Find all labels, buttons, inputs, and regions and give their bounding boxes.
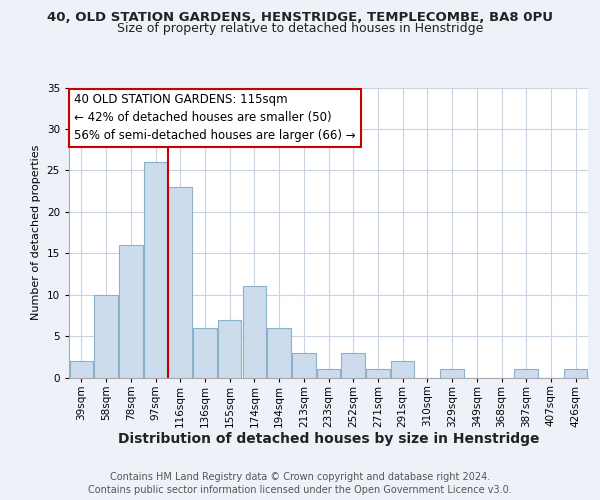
Text: Distribution of detached houses by size in Henstridge: Distribution of detached houses by size … xyxy=(118,432,539,446)
Bar xyxy=(391,361,415,378)
Text: 40, OLD STATION GARDENS, HENSTRIDGE, TEMPLECOMBE, BA8 0PU: 40, OLD STATION GARDENS, HENSTRIDGE, TEM… xyxy=(47,11,553,24)
Bar xyxy=(70,361,93,378)
Bar xyxy=(94,294,118,378)
Bar xyxy=(218,320,241,378)
Bar xyxy=(268,328,291,378)
Bar xyxy=(292,352,316,378)
Bar xyxy=(514,369,538,378)
Text: 40 OLD STATION GARDENS: 115sqm
← 42% of detached houses are smaller (50)
56% of : 40 OLD STATION GARDENS: 115sqm ← 42% of … xyxy=(74,94,356,142)
Text: Size of property relative to detached houses in Henstridge: Size of property relative to detached ho… xyxy=(117,22,483,35)
Bar xyxy=(564,369,587,378)
Bar xyxy=(119,245,143,378)
Bar xyxy=(242,286,266,378)
Bar xyxy=(440,369,464,378)
Text: Contains public sector information licensed under the Open Government Licence v3: Contains public sector information licen… xyxy=(88,485,512,495)
Bar xyxy=(169,187,192,378)
Bar xyxy=(341,352,365,378)
Text: Contains HM Land Registry data © Crown copyright and database right 2024.: Contains HM Land Registry data © Crown c… xyxy=(110,472,490,482)
Bar xyxy=(144,162,167,378)
Bar xyxy=(193,328,217,378)
Bar xyxy=(317,369,340,378)
Bar xyxy=(366,369,389,378)
Y-axis label: Number of detached properties: Number of detached properties xyxy=(31,145,41,320)
